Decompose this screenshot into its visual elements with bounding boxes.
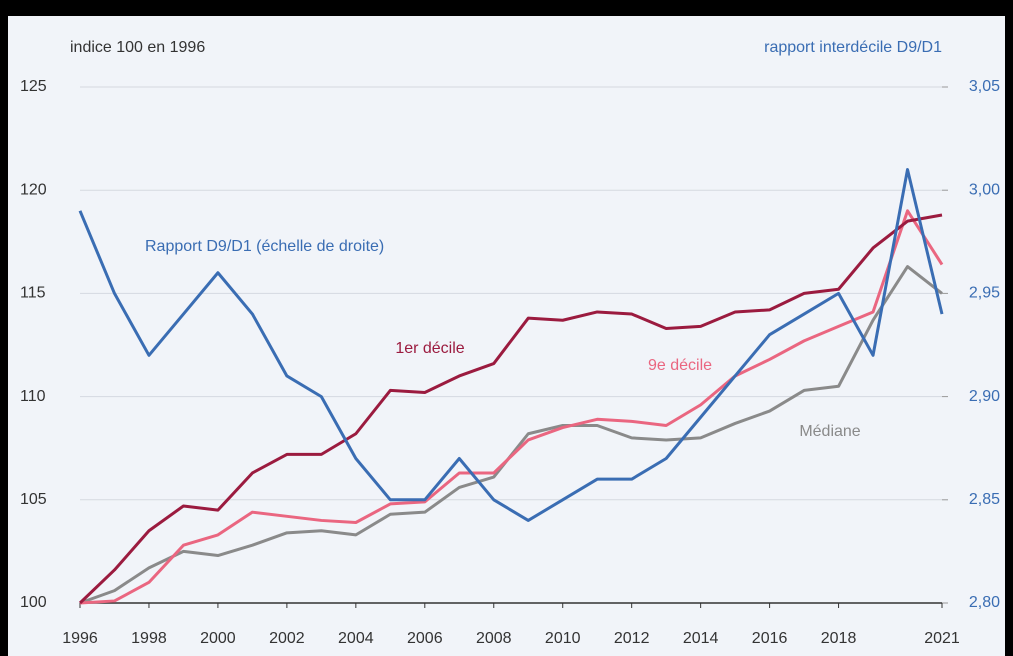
x-tick-label: 2018 <box>821 630 857 647</box>
x-tick-label: 2006 <box>407 630 443 647</box>
y-tick-label: 105 <box>20 491 47 508</box>
y2-axis-label: rapport interdécile D9/D1 <box>764 39 942 56</box>
x-tick-label: 2004 <box>338 630 374 647</box>
y2-tick-label: 2,80 <box>969 594 1000 611</box>
series-label: Médiane <box>799 423 860 440</box>
x-tick-label: 2016 <box>752 630 788 647</box>
y-tick-label: 100 <box>20 594 47 611</box>
line <box>78 168 944 522</box>
series-label: Rapport D9/D1 (échelle de droite) <box>145 238 384 255</box>
x-tick-label: 2014 <box>683 630 719 647</box>
x-tick-label: 2008 <box>476 630 512 647</box>
x-tick-label: 1998 <box>131 630 167 647</box>
y2-tick-label: 3,05 <box>969 78 1000 95</box>
x-tick-label: 2002 <box>269 630 305 647</box>
y2-tick-label: 2,95 <box>969 285 1000 302</box>
y2-tick-label: 3,00 <box>969 181 1000 198</box>
x-tick-label: 1996 <box>62 630 98 647</box>
line <box>78 213 943 605</box>
y-tick-label: 115 <box>20 285 46 302</box>
series-label: 9e décile <box>648 357 712 374</box>
y-tick-label: 110 <box>20 388 46 405</box>
y-tick-label: 125 <box>20 78 47 95</box>
series-label: 1er décile <box>395 340 464 357</box>
y-tick-label: 120 <box>20 181 47 198</box>
y-axis-label: indice 100 en 1996 <box>70 39 205 56</box>
x-tick-label: 2010 <box>545 630 581 647</box>
background <box>8 16 1005 656</box>
line <box>79 209 944 605</box>
y2-tick-label: 2,85 <box>969 491 1000 508</box>
x-tick-label: 2000 <box>200 630 236 647</box>
y2-tick-label: 2,90 <box>969 388 1000 405</box>
x-tick-label: 2021 <box>924 630 960 647</box>
x-tick-label: 2012 <box>614 630 650 647</box>
